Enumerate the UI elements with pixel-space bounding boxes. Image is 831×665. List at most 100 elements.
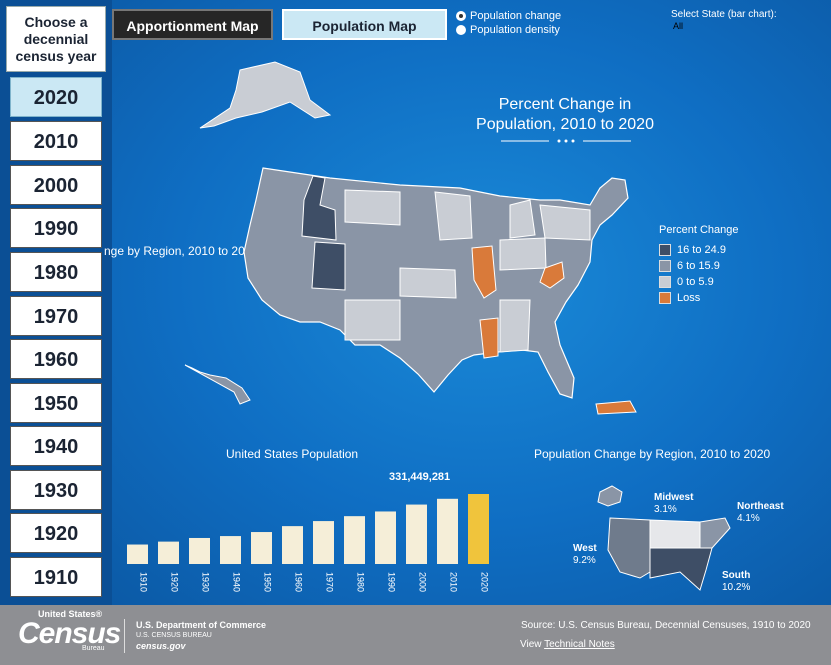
bar-tick-label: 1920 <box>170 572 180 592</box>
dept-url-link[interactable]: census.gov <box>136 641 186 651</box>
radio-unselected-icon[interactable] <box>456 25 466 35</box>
bar-1950[interactable] <box>251 532 272 564</box>
state-light-shape <box>434 191 473 241</box>
legend-label: 0 to 5.9 <box>677 276 714 288</box>
footer: United States® Census Bureau U.S. Depart… <box>0 605 831 665</box>
region-chart-title-clipped: nge by Region, 2010 to 20 <box>104 244 245 258</box>
state-light-shape <box>499 299 531 353</box>
legend-swatch-icon <box>659 276 671 288</box>
year-button-1960[interactable]: 1960 <box>10 339 102 379</box>
region-label-south: South 10.2% <box>722 570 751 593</box>
bar-tick-label: 1970 <box>325 572 335 592</box>
bar-tick-label: 2020 <box>480 572 490 592</box>
radio-selected-icon[interactable] <box>456 11 466 21</box>
legend-swatch-icon <box>659 292 671 304</box>
alaska-shape <box>199 61 332 129</box>
bar-1910[interactable] <box>127 544 148 564</box>
legend-label: Loss <box>677 292 701 304</box>
bar-tick-label: 1940 <box>232 572 242 592</box>
bar-tick-label: 1990 <box>387 572 397 592</box>
state-select-dropdown[interactable]: All <box>673 21 684 31</box>
year-button-2010[interactable]: 2010 <box>10 121 102 161</box>
legend-label: 6 to 15.9 <box>677 260 720 272</box>
bar-2010[interactable] <box>437 498 458 564</box>
source-text: Source: U.S. Census Bureau, Decennial Ce… <box>521 620 811 631</box>
year-button-1950[interactable]: 1950 <box>10 383 102 423</box>
state-loss-shape <box>471 245 497 299</box>
state-light-shape <box>539 204 591 241</box>
puerto-rico-shape <box>595 400 637 415</box>
legend-title: Percent Change <box>659 224 739 236</box>
bar-1990[interactable] <box>375 511 396 564</box>
state-dark-shape <box>311 241 346 291</box>
year-button-2020[interactable]: 2020 <box>10 77 102 117</box>
year-button-1980[interactable]: 1980 <box>10 252 102 292</box>
dept-subname: U.S. CENSUS BUREAU <box>136 632 212 639</box>
bar-1930[interactable] <box>189 537 210 564</box>
bar-1960[interactable] <box>282 526 303 564</box>
state-dark-shape <box>301 175 337 241</box>
view-notes: View Technical Notes <box>520 639 615 650</box>
title-ornament-icon <box>501 139 631 143</box>
bar-1970[interactable] <box>313 521 334 564</box>
census-logo-bureau: Bureau <box>82 645 105 652</box>
state-loss-shape <box>479 317 499 359</box>
region-chart-title: Population Change by Region, 2010 to 202… <box>534 447 771 461</box>
state-light-shape <box>344 299 401 341</box>
legend-item[interactable]: 0 to 5.9 <box>659 274 739 290</box>
year-button-1990[interactable]: 1990 <box>10 208 102 248</box>
year-button-1910[interactable]: 1910 <box>10 557 102 597</box>
bar-1920[interactable] <box>158 541 179 564</box>
state-light-shape <box>399 267 457 299</box>
apportionment-map-button[interactable]: Apportionment Map <box>112 9 273 40</box>
state-light-shape <box>499 237 547 271</box>
state-loss-shape <box>539 261 565 289</box>
bar-tick-label: 1910 <box>139 572 149 592</box>
region-south-shape <box>649 547 713 591</box>
bar-2000[interactable] <box>406 504 427 564</box>
year-selector: Choose a decennial census year 2020 2010… <box>0 0 112 605</box>
bar-1940[interactable] <box>220 536 241 564</box>
bar-tick-label: 1930 <box>201 572 211 592</box>
alaska-mini-shape <box>597 485 623 507</box>
bar-chart-title: United States Population <box>226 447 359 461</box>
year-button-2000[interactable]: 2000 <box>10 165 102 205</box>
view-prefix: View <box>520 639 542 650</box>
region-midwest-shape <box>649 519 701 551</box>
bar-tick-label: 1950 <box>263 572 273 592</box>
bar-1980[interactable] <box>344 516 365 564</box>
radio-population-density[interactable]: Population density <box>456 24 560 36</box>
radio-population-density-label: Population density <box>470 24 560 36</box>
census-logo-top: United States® <box>38 609 103 619</box>
legend-swatch-icon <box>659 260 671 272</box>
legend-label: 16 to 24.9 <box>677 244 726 256</box>
year-button-1930[interactable]: 1930 <box>10 470 102 510</box>
hawaii-shape <box>184 364 251 405</box>
year-button-1970[interactable]: 1970 <box>10 296 102 336</box>
region-northeast-shape <box>699 517 731 551</box>
year-button-1920[interactable]: 1920 <box>10 513 102 553</box>
census-logo: Census <box>18 617 121 650</box>
state-light-shape <box>344 189 401 226</box>
year-button-1940[interactable]: 1940 <box>10 426 102 466</box>
contiguous-us-shape <box>243 167 629 399</box>
region-west-shape <box>607 517 651 579</box>
legend-item[interactable]: Loss <box>659 290 739 306</box>
legend-item[interactable]: 6 to 15.9 <box>659 258 739 274</box>
bar-tick-label: 2010 <box>449 572 459 592</box>
technical-notes-link[interactable]: Technical Notes <box>544 639 615 650</box>
legend-item[interactable]: 16 to 24.9 <box>659 242 739 258</box>
bar-total-label: 331,449,281 <box>389 471 451 483</box>
population-map-button[interactable]: Population Map <box>282 9 447 40</box>
radio-population-change-label: Population change <box>470 10 562 22</box>
bar-tick-label: 2000 <box>418 572 428 592</box>
radio-population-change[interactable]: Population change <box>456 10 561 22</box>
bar-tick-label: 1980 <box>356 572 366 592</box>
region-label-northeast: Northeast 4.1% <box>737 501 784 524</box>
legend-swatch-icon <box>659 244 671 256</box>
bar-tick-label: 1960 <box>294 572 304 592</box>
bar-2020[interactable] <box>468 494 489 564</box>
year-selector-header: Choose a decennial census year <box>6 6 106 72</box>
